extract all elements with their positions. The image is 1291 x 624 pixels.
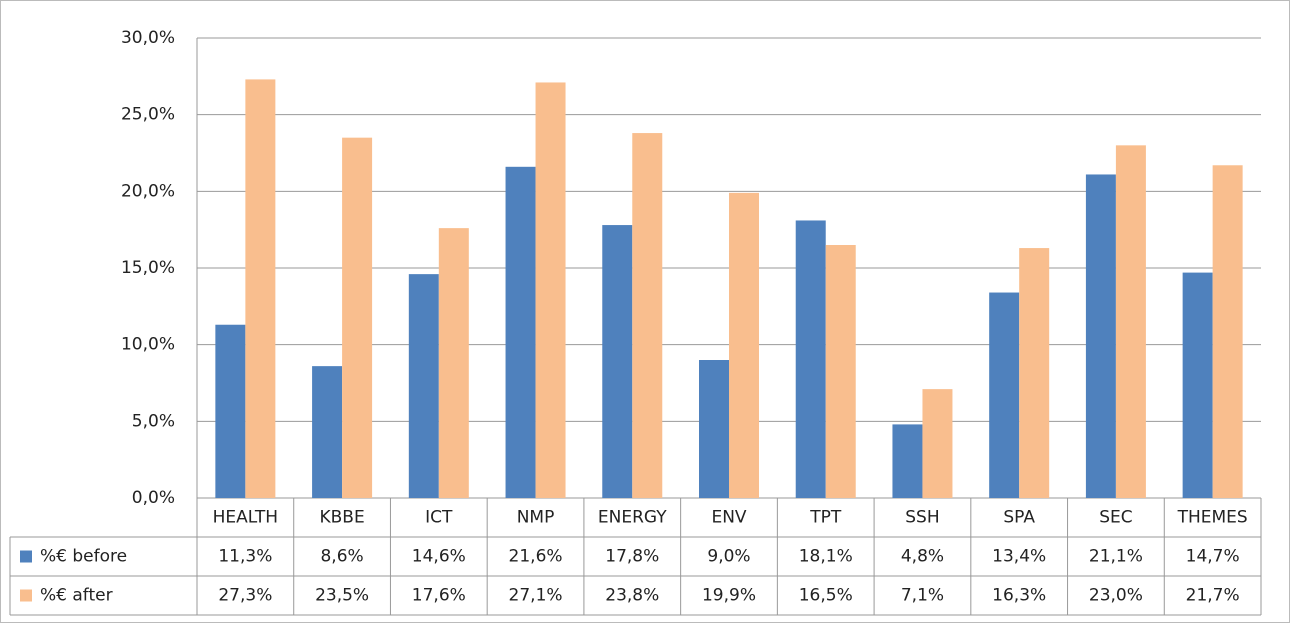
table-value: 17,8% <box>605 547 659 567</box>
bar <box>535 82 566 498</box>
legend-label: %€ before <box>40 547 127 567</box>
table-value: 9,0% <box>707 547 750 567</box>
x-tick-label: ICT <box>425 508 453 528</box>
table-value: 23,5% <box>315 586 369 606</box>
table-value: 11,3% <box>218 547 272 567</box>
bar <box>632 133 663 499</box>
bar <box>892 424 923 498</box>
legend-label: %€ after <box>40 586 113 606</box>
table-value: 23,8% <box>605 586 659 606</box>
y-tick-label: 10,0% <box>121 335 175 355</box>
table-value: 8,6% <box>320 547 363 567</box>
x-tick-label: NMP <box>517 508 555 528</box>
table-value: 18,1% <box>799 547 853 567</box>
x-tick-label: ENERGY <box>598 508 667 528</box>
table-value: 21,6% <box>509 547 563 567</box>
bar <box>1182 272 1213 498</box>
bar <box>312 366 343 498</box>
bar <box>505 166 536 499</box>
y-tick-label: 15,0% <box>121 258 175 278</box>
bar <box>408 274 439 498</box>
bar <box>1115 145 1146 499</box>
bar <box>1019 248 1050 498</box>
bar <box>989 292 1020 498</box>
y-tick-label: 25,0% <box>121 105 175 125</box>
y-tick-label: 20,0% <box>121 181 175 201</box>
x-tick-label: ENV <box>711 508 746 528</box>
y-tick-label: 30,0% <box>121 28 175 48</box>
bar <box>438 228 469 498</box>
table-value: 27,3% <box>218 586 272 606</box>
table-value: 14,7% <box>1186 547 1240 567</box>
legend-swatch <box>20 550 32 563</box>
x-tick-label: SEC <box>1099 508 1132 528</box>
table-value: 16,3% <box>992 586 1046 606</box>
x-tick-label: SSH <box>905 508 939 528</box>
bar <box>699 360 729 498</box>
x-tick-label: THEMES <box>1177 508 1248 528</box>
bar <box>1085 174 1116 498</box>
table-value: 13,4% <box>992 547 1046 567</box>
y-tick-label: 5,0% <box>132 411 175 431</box>
bar <box>1212 165 1243 498</box>
x-tick-label: KBBE <box>319 508 364 528</box>
table-value: 16,5% <box>799 586 853 606</box>
table-value: 7,1% <box>901 586 944 606</box>
legend-swatch <box>20 589 32 602</box>
bar <box>245 79 276 499</box>
table-value: 4,8% <box>901 547 944 567</box>
table-value: 14,6% <box>412 547 466 567</box>
x-tick-label: TPT <box>809 508 842 528</box>
bar <box>602 225 633 499</box>
y-tick-label: 0,0% <box>132 488 175 508</box>
table-value: 17,6% <box>412 586 466 606</box>
bar <box>825 245 856 498</box>
table-value: 23,0% <box>1089 586 1143 606</box>
bar <box>342 137 373 498</box>
bar <box>215 324 246 498</box>
table-value: 27,1% <box>509 586 563 606</box>
bar <box>795 220 826 498</box>
x-tick-label: HEALTH <box>213 508 278 528</box>
bar <box>729 192 759 498</box>
x-tick-label: SPA <box>1003 508 1035 528</box>
bar <box>922 389 953 498</box>
table-value: 19,9% <box>702 586 756 606</box>
table-value: 21,1% <box>1089 547 1143 567</box>
table-value: 21,7% <box>1186 586 1240 606</box>
